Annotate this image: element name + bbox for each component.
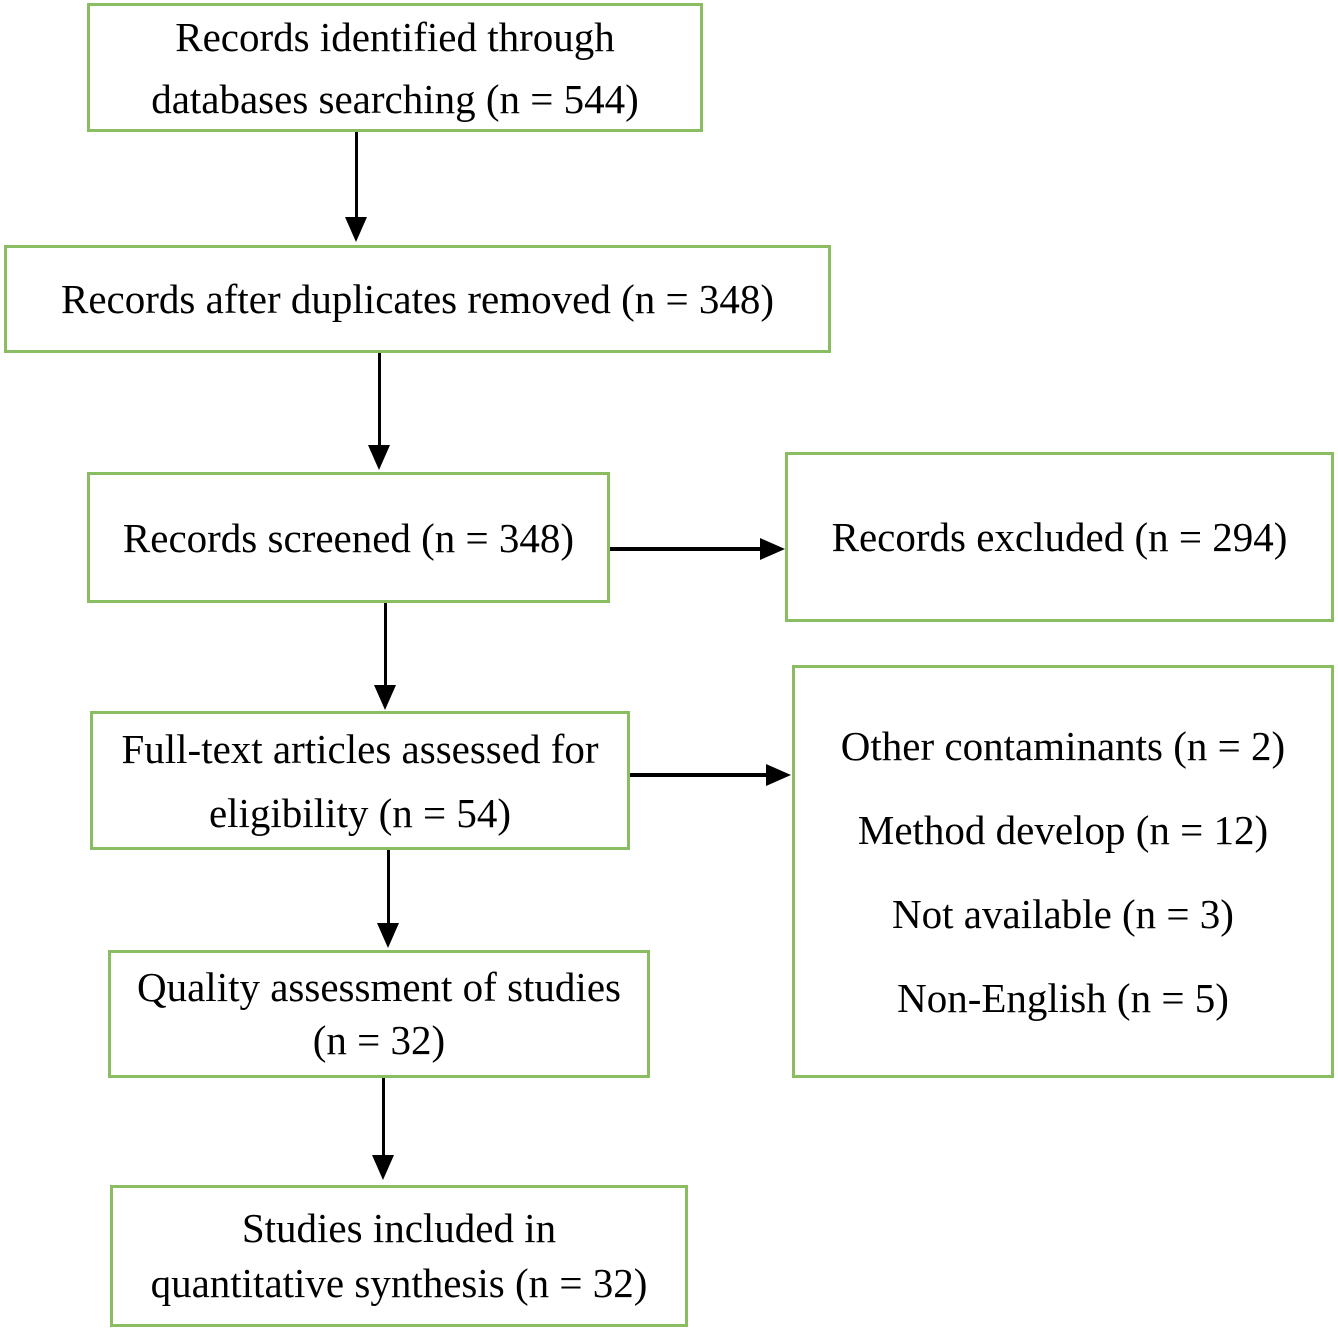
box-duplicates-removed: Records after duplicates removed (n = 34… (4, 245, 831, 353)
box-exclusion-reasons: Other contaminants (n = 2) Method develo… (792, 665, 1334, 1078)
arrow-right-icon (760, 538, 785, 560)
box-text-line: quantitative synthesis (n = 32) (150, 1260, 648, 1306)
arrow-down-icon (368, 445, 390, 470)
box-text-line: databases searching (n = 544) (151, 75, 639, 122)
arrow-screened-to-fulltext-stem (384, 603, 387, 687)
box-text-line: eligibility (n = 54) (208, 789, 512, 836)
arrow-duplicates-to-screened-stem (378, 353, 381, 447)
arrow-identified-to-duplicates-stem (355, 132, 358, 220)
box-text-line: Method develop (n = 12) (857, 806, 1269, 853)
box-fulltext-assessed: Full-text articles assessed for eligibil… (90, 711, 630, 850)
box-records-screened: Records screened (n = 348) (87, 472, 610, 603)
arrow-fulltext-to-quality-stem (387, 850, 390, 925)
box-text-line: Other contaminants (n = 2) (840, 722, 1286, 769)
arrow-down-icon (374, 685, 396, 710)
box-text-line: Records after duplicates removed (n = 34… (60, 276, 775, 322)
box-studies-included: Studies included in quantitative synthes… (110, 1185, 688, 1327)
box-text-line: Not available (n = 3) (892, 890, 1234, 937)
arrow-quality-to-included-stem (382, 1078, 385, 1157)
arrow-fulltext-to-reasons-stem (630, 773, 768, 777)
arrow-down-icon (372, 1155, 394, 1180)
box-text-line: Quality assessment of studies (137, 964, 621, 1010)
arrow-screened-to-excluded-stem (610, 547, 762, 551)
box-text-line: Studies included in (241, 1205, 557, 1251)
box-text-line: Records identified through (175, 13, 615, 60)
box-quality-assessment: Quality assessment of studies (n = 32) (108, 950, 650, 1078)
box-text-line: Records excluded (n = 294) (831, 514, 1288, 560)
box-records-identified: Records identified through databases sea… (87, 3, 703, 132)
box-text-line: Non-English (n = 5) (897, 974, 1229, 1021)
box-text-line: Full-text articles assessed for (121, 725, 599, 772)
arrow-down-icon (345, 217, 367, 242)
arrow-down-icon (377, 923, 399, 948)
box-records-excluded: Records excluded (n = 294) (785, 452, 1334, 622)
box-text-line: (n = 32) (312, 1017, 446, 1063)
arrow-right-icon (766, 764, 791, 786)
box-text-line: Records screened (n = 348) (122, 514, 575, 561)
